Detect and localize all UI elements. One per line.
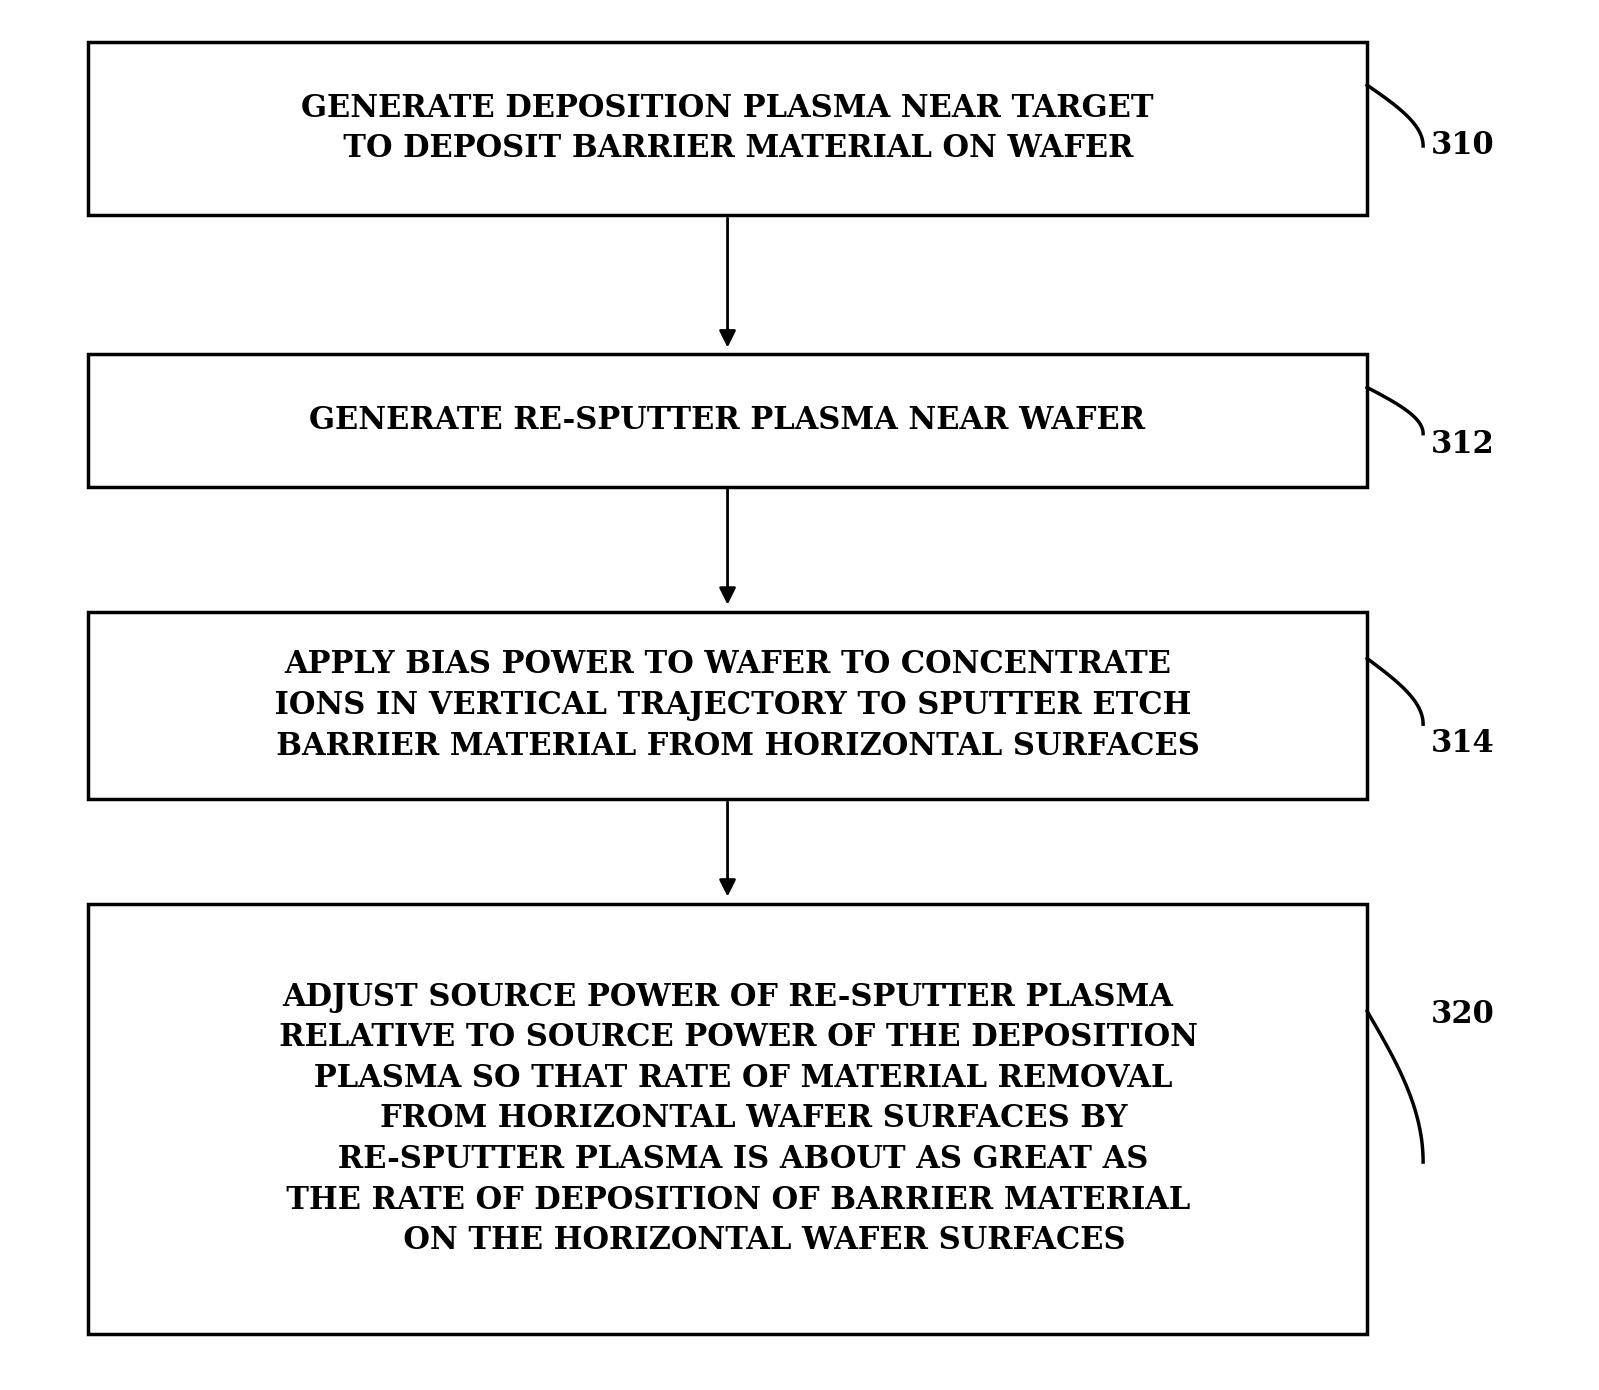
Text: GENERATE RE-SPUTTER PLASMA NEAR WAFER: GENERATE RE-SPUTTER PLASMA NEAR WAFER	[310, 404, 1145, 436]
Text: APPLY BIAS POWER TO WAFER TO CONCENTRATE
 IONS IN VERTICAL TRAJECTORY TO SPUTTER: APPLY BIAS POWER TO WAFER TO CONCENTRATE…	[256, 649, 1199, 762]
Text: 314: 314	[1431, 728, 1495, 759]
Text: GENERATE DEPOSITION PLASMA NEAR TARGET
  TO DEPOSIT BARRIER MATERIAL ON WAFER: GENERATE DEPOSITION PLASMA NEAR TARGET T…	[301, 93, 1154, 164]
Bar	[88, 42, 1367, 215]
Bar	[88, 612, 1367, 799]
Bar	[88, 904, 1367, 1334]
Text: 310: 310	[1431, 131, 1495, 161]
Bar	[88, 354, 1367, 486]
Text: 312: 312	[1431, 430, 1495, 460]
Text: ADJUST SOURCE POWER OF RE-SPUTTER PLASMA
  RELATIVE TO SOURCE POWER OF THE DEPOS: ADJUST SOURCE POWER OF RE-SPUTTER PLASMA…	[257, 981, 1198, 1257]
Text: 320: 320	[1431, 999, 1495, 1030]
